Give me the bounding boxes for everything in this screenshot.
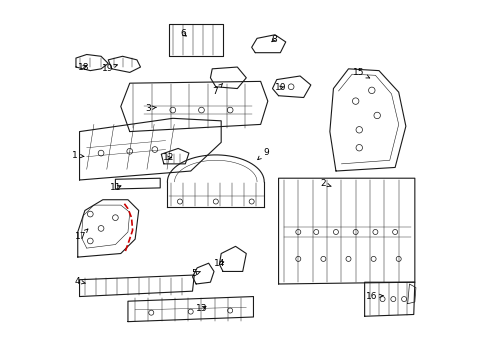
Text: 18: 18 <box>78 63 89 72</box>
Text: 19: 19 <box>102 64 117 73</box>
Text: 7: 7 <box>212 84 222 95</box>
Text: 5: 5 <box>191 269 200 278</box>
Text: 1: 1 <box>72 151 84 160</box>
Text: 8: 8 <box>270 35 276 44</box>
Text: 16: 16 <box>366 292 383 301</box>
Text: 6: 6 <box>180 29 186 38</box>
Text: 11: 11 <box>110 183 122 192</box>
Text: 12: 12 <box>163 153 174 162</box>
Text: 15: 15 <box>352 68 369 78</box>
Text: 17: 17 <box>74 229 88 241</box>
Text: 14: 14 <box>214 259 225 268</box>
Text: 9: 9 <box>257 148 268 159</box>
Text: 13: 13 <box>196 304 207 313</box>
Text: 4: 4 <box>74 276 85 285</box>
Text: 3: 3 <box>144 104 156 113</box>
Text: 10: 10 <box>275 83 286 92</box>
Text: 2: 2 <box>319 179 330 188</box>
